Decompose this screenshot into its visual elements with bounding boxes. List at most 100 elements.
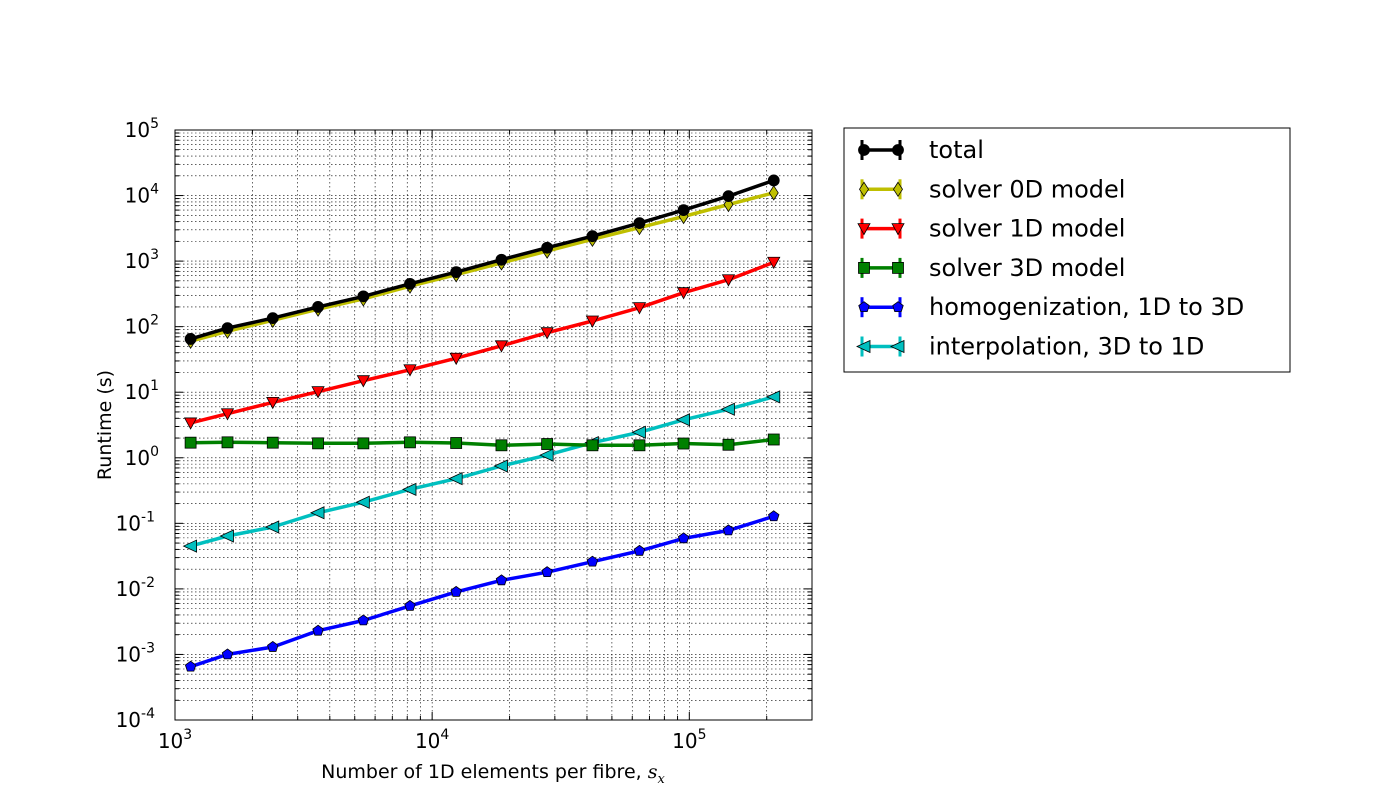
x-axis-label: Number of 1D elements per fibre, sx — [321, 761, 665, 787]
series-line-total — [190, 178, 775, 341]
legend-label: solver 3D model — [929, 254, 1125, 282]
axis-ticks: 103 104 105 105 104 103 102 101 100 10-1 10-2 10-3 1… — [116, 116, 812, 753]
data-point-homogenization-1d-to-3d — [541, 566, 553, 578]
data-point-total — [266, 312, 279, 325]
series-total — [184, 174, 780, 345]
data-point-solver-1d-model — [721, 274, 736, 287]
legend-marker — [857, 223, 871, 236]
data-point-total — [495, 253, 508, 266]
data-point-solver-1d-model — [183, 417, 198, 430]
data-point-interpolation-3d-to-1d — [264, 520, 280, 534]
data-point-total — [312, 301, 324, 313]
series-line-solver-3d-model — [190, 437, 775, 448]
legend-label: total — [929, 136, 984, 164]
y-tick-label: 105 — [125, 116, 159, 142]
legend-marker — [859, 181, 869, 198]
data-point-homogenization-1d-to-3d — [722, 524, 735, 536]
data-point-solver-3d-model — [221, 436, 234, 449]
series-line-solver-1d-model — [190, 260, 775, 425]
data-point-homogenization-1d-to-3d — [586, 555, 599, 567]
y-tick-label: 10-3 — [116, 640, 155, 666]
data-point-interpolation-3d-to-1d — [310, 506, 325, 520]
data-point-interpolation-3d-to-1d — [631, 425, 646, 439]
data-point-homogenization-1d-to-3d — [357, 614, 370, 626]
data-point-total — [357, 290, 370, 303]
y-tick-label: 10-1 — [116, 509, 155, 535]
data-point-solver-3d-model — [404, 436, 416, 449]
legend-marker — [890, 339, 905, 354]
legend-item-solver-0d-model: solver 0D model — [859, 175, 1125, 203]
series-interpolation-3d-to-1d — [182, 390, 781, 553]
x-tick-label: 104 — [415, 727, 449, 753]
y-tick-label: 103 — [125, 247, 159, 273]
data-point-solver-1d-model — [266, 396, 280, 410]
legend-marker — [892, 261, 904, 274]
data-point-interpolation-3d-to-1d — [493, 459, 508, 473]
data-point-solver-1d-model — [494, 340, 509, 353]
data-point-solver-1d-model — [311, 386, 325, 399]
y-tick-label: 104 — [125, 182, 159, 208]
legend-marker — [858, 261, 870, 274]
data-point-interpolation-3d-to-1d — [539, 448, 554, 462]
legend-item-homogenization-1d-to-3d: homogenization, 1D to 3D — [858, 293, 1244, 321]
y-axis-label: Runtime (s) — [94, 370, 116, 480]
data-point-homogenization-1d-to-3d — [768, 510, 780, 522]
series-solver-1d-model — [183, 256, 781, 430]
data-point-solver-1d-model — [356, 375, 371, 388]
data-point-solver-3d-model — [767, 433, 780, 446]
data-point-solver-1d-model — [449, 352, 463, 366]
data-point-total — [767, 174, 780, 187]
data-point-homogenization-1d-to-3d — [677, 532, 690, 544]
data-point-homogenization-1d-to-3d — [404, 599, 416, 611]
legend-label: solver 1D model — [929, 215, 1125, 243]
data-point-total — [633, 217, 646, 230]
data-point-interpolation-3d-to-1d — [720, 402, 735, 416]
data-point-solver-3d-model — [722, 438, 735, 451]
data-point-total — [677, 204, 690, 216]
data-point-solver-1d-model — [220, 408, 235, 421]
data-point-interpolation-3d-to-1d — [765, 390, 781, 404]
data-point-solver-3d-model — [541, 438, 554, 450]
data-point-solver-3d-model — [586, 439, 599, 452]
data-point-total — [404, 277, 416, 290]
legend-marker — [891, 223, 905, 236]
data-point-homogenization-1d-to-3d — [184, 660, 197, 672]
grid — [175, 130, 812, 720]
data-point-solver-3d-model — [312, 437, 324, 450]
data-point-solver-3d-model — [357, 437, 370, 450]
data-point-solver-1d-model — [676, 287, 691, 300]
data-point-interpolation-3d-to-1d — [402, 482, 417, 496]
x-tick-label: 103 — [158, 727, 192, 753]
data-point-solver-3d-model — [450, 437, 463, 449]
data-point-solver-3d-model — [495, 439, 508, 452]
data-point-homogenization-1d-to-3d — [450, 585, 462, 597]
data-point-total — [184, 333, 197, 345]
data-point-total — [722, 190, 735, 203]
data-point-solver-0d-model — [768, 185, 779, 201]
data-point-homogenization-1d-to-3d — [633, 544, 646, 556]
data-point-solver-3d-model — [184, 436, 197, 449]
data-point-solver-1d-model — [585, 315, 600, 328]
legend-item-interpolation-3d-to-1d: interpolation, 3D to 1D — [856, 333, 1204, 361]
y-tick-label: 100 — [125, 444, 159, 470]
legend-item-solver-3d-model: solver 3D model — [858, 254, 1125, 282]
data-point-total — [586, 230, 599, 243]
data-point-interpolation-3d-to-1d — [355, 495, 370, 509]
data-point-interpolation-3d-to-1d — [219, 529, 234, 543]
data-point-homogenization-1d-to-3d — [267, 640, 279, 652]
y-tick-label: 101 — [125, 378, 159, 404]
legend-box — [843, 127, 1291, 373]
data-point-interpolation-3d-to-1d — [448, 472, 463, 486]
data-point-total — [450, 266, 463, 278]
data-point-interpolation-3d-to-1d — [675, 413, 690, 427]
legend-marker — [892, 301, 904, 313]
series-homogenization-1d-to-3d — [184, 510, 780, 672]
x-tick-label: 105 — [672, 727, 706, 753]
series-solver-3d-model — [184, 433, 780, 452]
legend-label: interpolation, 3D to 1D — [929, 333, 1204, 361]
legend-label: homogenization, 1D to 3D — [929, 293, 1244, 321]
data-point-solver-1d-model — [403, 364, 417, 377]
data-point-solver-1d-model — [632, 302, 647, 315]
series-lines — [182, 174, 781, 672]
